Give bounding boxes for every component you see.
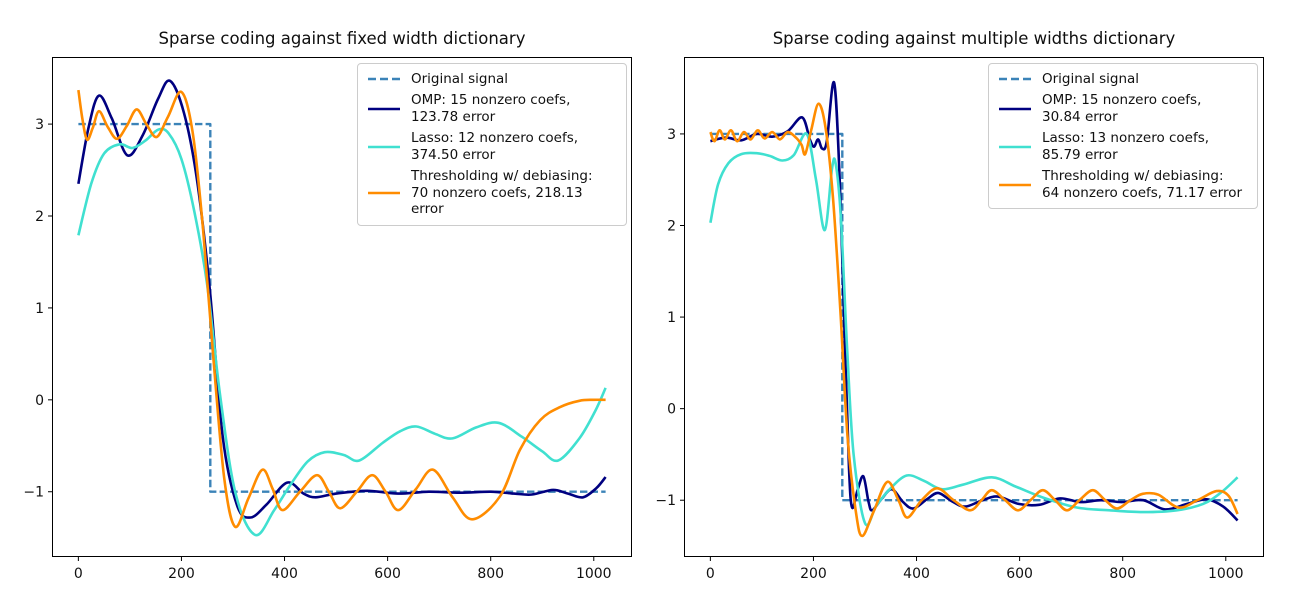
legend-line-sample (999, 107, 1031, 111)
legend-label: OMP: 15 nonzero coefs, 123.78 error (411, 92, 571, 125)
legend-dashed-line-sample (368, 77, 400, 81)
x-tick-label: 0 (74, 566, 83, 582)
x-tick-label: 200 (168, 566, 195, 582)
x-tick-label: 800 (1109, 566, 1136, 582)
legend-entry: Lasso: 12 nonzero coefs, 374.50 error (367, 130, 617, 163)
y-tick-label: 2 (35, 209, 44, 225)
y-tick-label: −1 (23, 485, 44, 501)
series-line-lasso (77, 127, 607, 537)
legend-entry: Original signal (367, 71, 617, 87)
legend-line-sample (368, 107, 400, 111)
legend-label: OMP: 15 nonzero coefs, 30.84 error (1042, 92, 1202, 125)
legend-label: Thresholding w/ debiasing: 70 nonzero co… (411, 168, 593, 218)
legend-dashed-line-sample (999, 77, 1031, 81)
y-tick-label: 0 (35, 393, 44, 409)
y-tick-label: 3 (667, 127, 676, 143)
legend-label: Thresholding w/ debiasing: 64 nonzero co… (1042, 168, 1243, 201)
legend-entry: OMP: 15 nonzero coefs, 123.78 error (367, 92, 617, 125)
x-tick-label: 0 (706, 566, 715, 582)
y-tick-label: 1 (35, 301, 44, 317)
legend-line-sample (999, 145, 1031, 149)
left-legend: Original signal OMP: 15 nonzero coefs, 12… (357, 63, 627, 226)
right-plot-title: Sparse coding against multiple widths di… (772, 29, 1176, 48)
series-line-original-signal (710, 132, 1238, 502)
legend-label: Lasso: 13 nonzero coefs, 85.79 error (1042, 130, 1210, 163)
y-tick-label: 2 (667, 218, 676, 234)
axes-spines (684, 57, 1264, 557)
y-tick-label: 3 (35, 117, 44, 133)
series-line-thresholding (709, 102, 1239, 538)
y-tick-label: 1 (667, 310, 676, 326)
x-tick-label: 200 (800, 566, 827, 582)
series-line-original-signal (78, 122, 606, 493)
legend-entry: Original signal (998, 71, 1248, 87)
x-tick-label: 800 (477, 566, 504, 582)
series-line-lasso (709, 132, 1239, 527)
axes-spines (52, 57, 632, 557)
right-legend: Original signal OMP: 15 nonzero coefs, 30… (988, 63, 1258, 210)
x-tick-label: 400 (271, 566, 298, 582)
legend-entry: OMP: 15 nonzero coefs, 30.84 error (998, 92, 1248, 125)
legend-entry: Thresholding w/ debiasing: 70 nonzero co… (367, 168, 617, 217)
y-tick-label: 0 (667, 402, 676, 418)
x-tick-label: 1000 (1208, 566, 1244, 582)
legend-entry: Lasso: 13 nonzero coefs, 85.79 error (998, 130, 1248, 163)
left-plot-title: Sparse coding against fixed width dictio… (158, 29, 526, 48)
series-line-thresholding (77, 89, 606, 529)
y-tick-label: −1 (655, 493, 676, 509)
legend-label: Lasso: 12 nonzero coefs, 374.50 error (411, 130, 579, 163)
series-line-omp (77, 79, 607, 519)
legend-line-sample (368, 145, 400, 149)
x-tick-label: 400 (903, 566, 930, 582)
legend-line-sample (999, 183, 1031, 187)
legend-label: Original signal (411, 71, 509, 87)
x-tick-label: 600 (374, 566, 401, 582)
x-tick-label: 600 (1006, 566, 1033, 582)
legend-line-sample (368, 191, 400, 195)
legend-label: Original signal (1042, 71, 1140, 87)
x-tick-label: 1000 (576, 566, 612, 582)
legend-entry: Thresholding w/ debiasing: 64 nonzero co… (998, 168, 1248, 201)
